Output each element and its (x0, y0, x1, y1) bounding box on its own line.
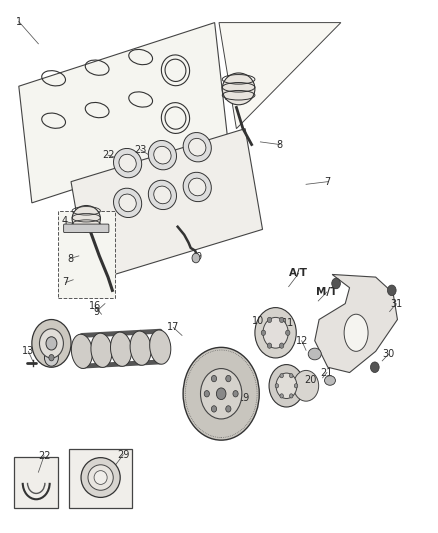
Ellipse shape (280, 374, 283, 378)
Ellipse shape (325, 376, 336, 385)
Ellipse shape (119, 154, 136, 172)
Ellipse shape (293, 370, 319, 401)
Text: 7: 7 (325, 176, 331, 187)
Text: 22: 22 (38, 451, 50, 461)
Text: 18: 18 (277, 383, 290, 393)
Ellipse shape (94, 471, 107, 484)
Ellipse shape (49, 354, 54, 361)
Ellipse shape (286, 330, 290, 335)
Text: 13: 13 (22, 346, 35, 357)
Ellipse shape (81, 458, 120, 497)
Ellipse shape (46, 337, 57, 350)
Text: 22: 22 (102, 150, 114, 160)
Text: 9: 9 (195, 252, 201, 262)
Ellipse shape (263, 317, 288, 348)
Polygon shape (19, 22, 228, 203)
Ellipse shape (154, 186, 171, 204)
Ellipse shape (261, 330, 265, 335)
Text: 21: 21 (321, 368, 333, 377)
Ellipse shape (226, 406, 231, 412)
Ellipse shape (189, 139, 206, 156)
Ellipse shape (267, 317, 272, 322)
Text: A/T: A/T (289, 269, 308, 278)
Text: 1: 1 (16, 17, 22, 27)
Text: 8: 8 (67, 254, 73, 263)
Ellipse shape (267, 343, 272, 348)
Text: 23: 23 (134, 145, 147, 155)
Text: 19: 19 (238, 393, 251, 403)
FancyBboxPatch shape (64, 224, 109, 232)
Ellipse shape (119, 194, 136, 212)
Ellipse shape (71, 334, 92, 368)
Ellipse shape (280, 394, 283, 398)
Text: 4: 4 (61, 216, 67, 227)
Ellipse shape (255, 308, 296, 358)
Ellipse shape (276, 373, 297, 399)
Ellipse shape (279, 317, 284, 322)
Ellipse shape (183, 348, 259, 440)
Text: 16: 16 (89, 301, 101, 311)
Ellipse shape (204, 391, 209, 397)
Text: 12: 12 (296, 336, 308, 346)
Ellipse shape (150, 330, 171, 364)
FancyBboxPatch shape (58, 211, 115, 298)
Text: 17: 17 (167, 322, 180, 333)
Circle shape (371, 362, 379, 373)
Ellipse shape (154, 147, 171, 164)
Ellipse shape (91, 333, 112, 367)
Ellipse shape (192, 253, 200, 263)
Circle shape (332, 278, 340, 289)
Ellipse shape (344, 314, 368, 351)
Ellipse shape (216, 388, 226, 400)
Ellipse shape (308, 348, 321, 360)
Polygon shape (219, 22, 341, 128)
Ellipse shape (233, 391, 238, 397)
Text: 7: 7 (63, 277, 69, 287)
Ellipse shape (113, 188, 141, 217)
Ellipse shape (226, 375, 231, 382)
Ellipse shape (279, 343, 284, 348)
Ellipse shape (39, 329, 64, 358)
Ellipse shape (32, 319, 71, 367)
Ellipse shape (88, 465, 113, 490)
Ellipse shape (113, 148, 141, 178)
Text: 29: 29 (117, 450, 130, 460)
Ellipse shape (212, 375, 217, 382)
Text: 11: 11 (282, 318, 294, 328)
Text: 15: 15 (55, 328, 67, 338)
Text: M/T: M/T (316, 287, 338, 297)
Text: 8: 8 (277, 140, 283, 150)
Circle shape (388, 285, 396, 296)
Polygon shape (71, 128, 262, 282)
Ellipse shape (269, 365, 304, 407)
Text: 20: 20 (304, 375, 317, 385)
Ellipse shape (183, 172, 211, 201)
Ellipse shape (290, 374, 293, 378)
Ellipse shape (294, 384, 298, 388)
Text: 31: 31 (390, 298, 402, 309)
Text: 9: 9 (93, 306, 99, 317)
Text: 14: 14 (38, 338, 50, 349)
Ellipse shape (183, 133, 211, 162)
Ellipse shape (212, 406, 217, 412)
Ellipse shape (222, 73, 255, 105)
Text: 30: 30 (383, 349, 395, 359)
Text: 10: 10 (252, 316, 264, 326)
Ellipse shape (130, 331, 151, 365)
Text: 4: 4 (225, 81, 231, 91)
Ellipse shape (45, 349, 58, 366)
Ellipse shape (72, 206, 100, 232)
Polygon shape (315, 274, 397, 373)
Ellipse shape (290, 394, 293, 398)
Ellipse shape (110, 332, 132, 366)
Ellipse shape (189, 178, 206, 196)
Bar (14, 457, 58, 508)
Ellipse shape (275, 384, 279, 388)
Bar (69, 449, 132, 508)
Ellipse shape (201, 368, 242, 419)
Ellipse shape (148, 180, 177, 209)
Ellipse shape (148, 141, 177, 170)
